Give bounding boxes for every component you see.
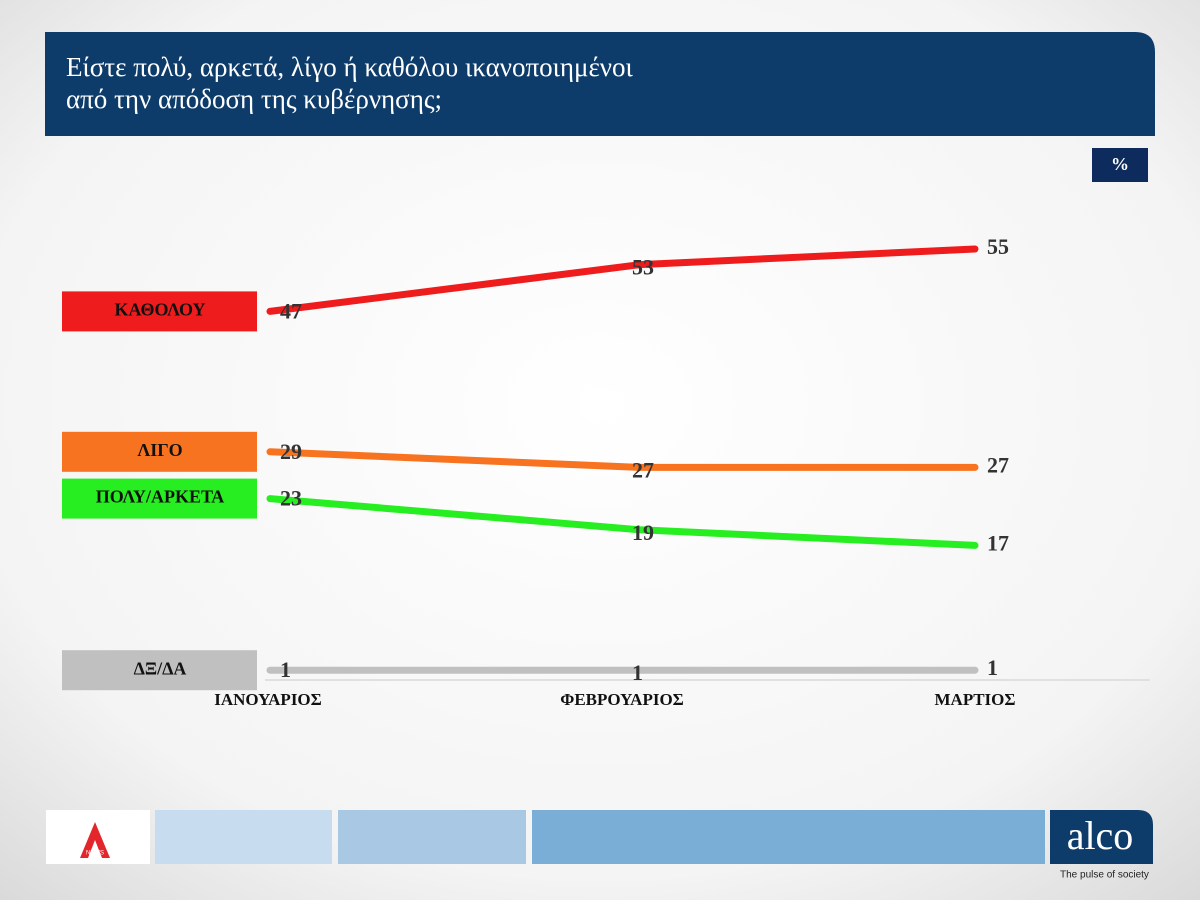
legend-box bbox=[62, 478, 257, 519]
data-label: 1 bbox=[632, 660, 643, 685]
chart-title: Είστε πολύ, αρκετά, λίγο ή καθόλου ικανο… bbox=[66, 52, 633, 82]
legend-label: ΠΟΛΥ/ΑΡΚΕΤΑ bbox=[96, 487, 225, 507]
alco-box bbox=[1050, 810, 1153, 864]
data-label: 23 bbox=[280, 486, 302, 511]
x-tick-label: ΙΑΝΟΥΑΡΙΟΣ bbox=[214, 690, 322, 709]
series-line bbox=[266, 448, 979, 471]
data-label: 27 bbox=[632, 457, 654, 482]
series-line bbox=[266, 245, 979, 315]
alco-logo: alco bbox=[1067, 813, 1134, 858]
legend-box bbox=[62, 650, 257, 691]
legend-box bbox=[62, 291, 257, 332]
unit-label: % bbox=[1111, 154, 1129, 174]
chart-title: από την απόδοση της κυβέρνησης; bbox=[66, 84, 442, 114]
data-label: 27 bbox=[987, 452, 1009, 477]
data-label: 55 bbox=[987, 234, 1009, 259]
legend-label: ΔΞ/ΔΑ bbox=[134, 658, 187, 678]
footer-box bbox=[338, 810, 526, 864]
data-label: 19 bbox=[632, 520, 654, 545]
header-band bbox=[45, 32, 1155, 136]
x-tick-label: ΜΑΡΤΙΟΣ bbox=[935, 690, 1016, 709]
footer-box bbox=[155, 810, 332, 864]
footer-box bbox=[532, 810, 1045, 864]
plot: ΙΑΝΟΥΑΡΙΟΣ ΦΕΒΡΟΥΑΡΙΟΣ ΜΑΡΤΙΟΣ 47 53 55 ΚΑΘΟΛΟ… bbox=[62, 234, 1016, 709]
alco-tagline: The pulse of society bbox=[1060, 870, 1149, 881]
data-label: 1 bbox=[987, 655, 998, 680]
legend-box bbox=[62, 431, 257, 472]
data-label: 53 bbox=[632, 255, 654, 280]
alpha-logo bbox=[80, 822, 110, 858]
legend-label: ΛΙΓΟ bbox=[137, 440, 182, 460]
data-label: 17 bbox=[987, 530, 1009, 555]
alpha-logo-text: NEWS bbox=[86, 851, 104, 857]
x-tick-label: ΦΕΒΡΟΥΑΡΙΟΣ bbox=[560, 690, 684, 709]
data-label: 29 bbox=[280, 439, 302, 464]
data-label: 1 bbox=[280, 657, 291, 682]
legend-label: ΚΑΘΟΛΟΥ bbox=[114, 300, 205, 320]
series-line bbox=[266, 495, 979, 549]
unit-box bbox=[1092, 148, 1148, 182]
data-label: 47 bbox=[280, 298, 302, 323]
